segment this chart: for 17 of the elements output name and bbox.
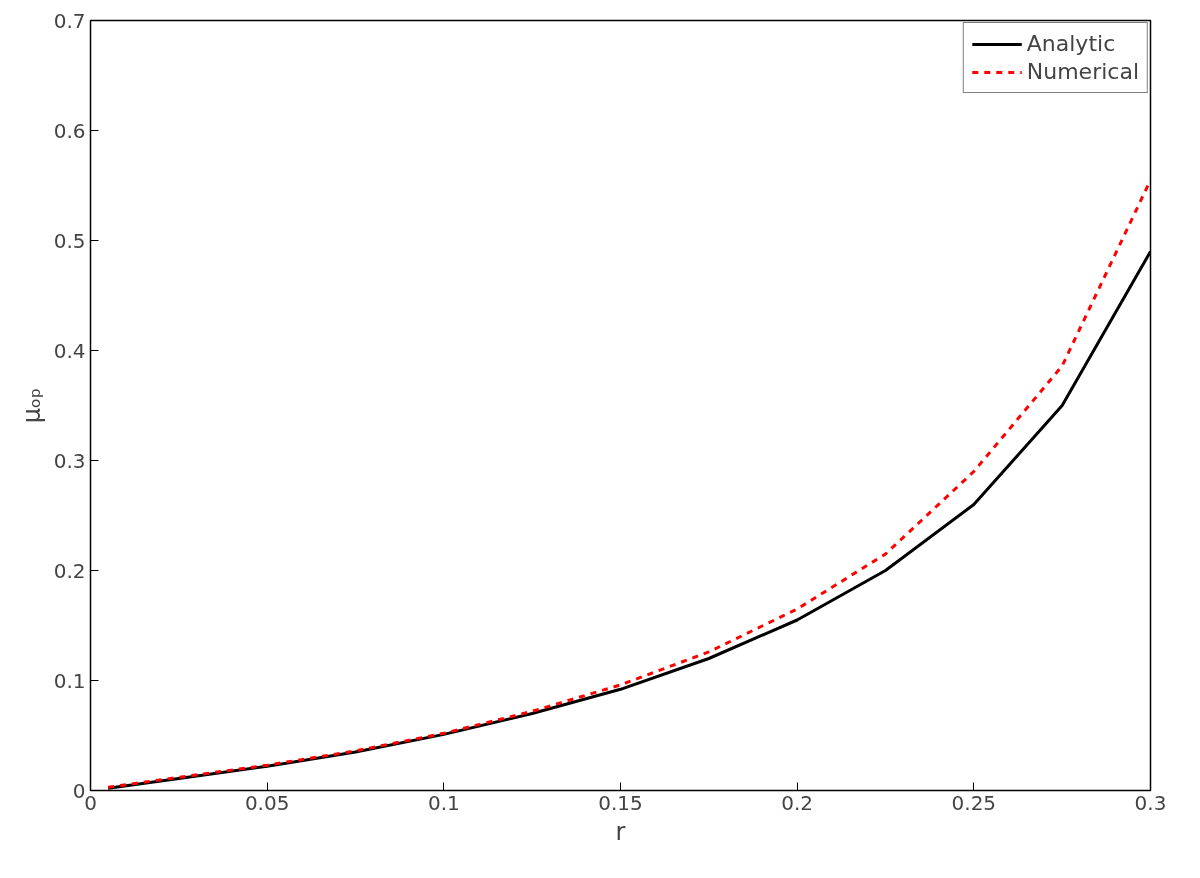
y-tick-label: 0.2	[53, 558, 86, 583]
y-tick-label: 0.5	[53, 228, 86, 253]
x-tick-label: 0.25	[951, 790, 997, 815]
x-tick-label: 0.15	[598, 790, 643, 815]
y-tick-label: 0.7	[53, 8, 86, 33]
y-axis-title: μₒₚ	[17, 387, 46, 424]
x-tick-label: 0.3	[1134, 790, 1167, 815]
x-tick-label: 0.2	[781, 790, 814, 815]
legend-label: Numerical	[1026, 59, 1139, 84]
y-tick-label: 0.3	[53, 448, 86, 473]
y-tick-label: 0.6	[53, 118, 86, 143]
x-tick-label: 0.05	[244, 790, 290, 815]
x-axis-title: r	[615, 817, 626, 846]
y-tick-label: 0.4	[53, 338, 86, 363]
legend-label: Analytic	[1026, 31, 1116, 56]
x-tick-label: 0.1	[427, 790, 460, 815]
y-tick-label: 0.1	[53, 668, 86, 693]
